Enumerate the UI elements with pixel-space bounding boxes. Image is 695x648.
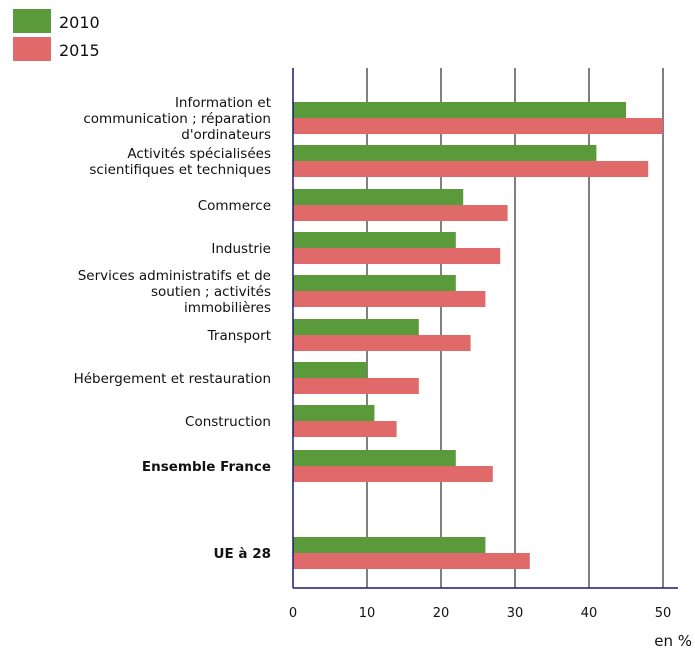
category-label-1-0: Activités spécialisées <box>127 146 271 162</box>
category-label-1-1: scientifiques et techniques <box>89 162 271 178</box>
x-tick-labels: 0 10 20 30 40 50 <box>289 606 671 621</box>
bar-2015-5 <box>293 335 471 351</box>
category-label-6-0: Hébergement et restauration <box>74 371 271 387</box>
category-label-0-2: d'ordinateurs <box>181 127 271 143</box>
bar-2015-4 <box>293 291 486 307</box>
category-label-4-2: immobilières <box>184 300 271 316</box>
bar-2010-6 <box>293 362 367 378</box>
category-label-0-1: communication ; réparation <box>83 111 271 127</box>
legend-swatch-2015 <box>13 37 51 61</box>
bar-2010-4 <box>293 275 456 291</box>
x-tick-label-40: 40 <box>581 606 598 621</box>
legend: 2010 2015 <box>13 9 100 61</box>
bar-2010-7 <box>293 405 375 421</box>
bar-2015-1 <box>293 161 649 177</box>
category-label-0-0: Information et <box>175 95 271 111</box>
x-tick-label-20: 20 <box>433 606 450 621</box>
bar-2010-8 <box>293 450 456 466</box>
x-tick-label-0: 0 <box>289 606 297 621</box>
bar-2015-3 <box>293 248 501 264</box>
bar-2015-0 <box>293 118 663 134</box>
bar-2015-8 <box>293 466 493 482</box>
category-label-5-0: Transport <box>207 328 271 344</box>
x-axis-unit-label: en % <box>654 632 692 648</box>
bar-2010-5 <box>293 319 419 335</box>
bar-2015-6 <box>293 378 419 394</box>
bar-2010-1 <box>293 145 597 161</box>
bar-2010-0 <box>293 102 626 118</box>
bars <box>293 102 663 569</box>
x-tick-label-50: 50 <box>655 606 672 621</box>
bar-2015-9 <box>293 553 530 569</box>
bar-2010-3 <box>293 232 456 248</box>
category-label-9-0: UE à 28 <box>214 546 271 562</box>
x-tick-label-30: 30 <box>507 606 524 621</box>
axes <box>292 68 678 589</box>
legend-swatch-2010 <box>13 9 51 33</box>
category-label-4-1: soutien ; activités <box>151 284 271 300</box>
bar-2015-2 <box>293 205 508 221</box>
category-label-4-0: Services administratifs et de <box>78 268 271 284</box>
x-tick-label-10: 10 <box>359 606 376 621</box>
bar-2010-9 <box>293 537 486 553</box>
category-label-3-0: Industrie <box>211 241 271 257</box>
legend-label-2010: 2010 <box>59 13 100 32</box>
legend-label-2015: 2015 <box>59 41 100 60</box>
category-label-2-0: Commerce <box>198 198 271 214</box>
bar-2015-7 <box>293 421 397 437</box>
bar-2010-2 <box>293 189 464 205</box>
category-label-8-0: Ensemble France <box>142 459 271 475</box>
category-label-7-0: Construction <box>185 414 271 430</box>
